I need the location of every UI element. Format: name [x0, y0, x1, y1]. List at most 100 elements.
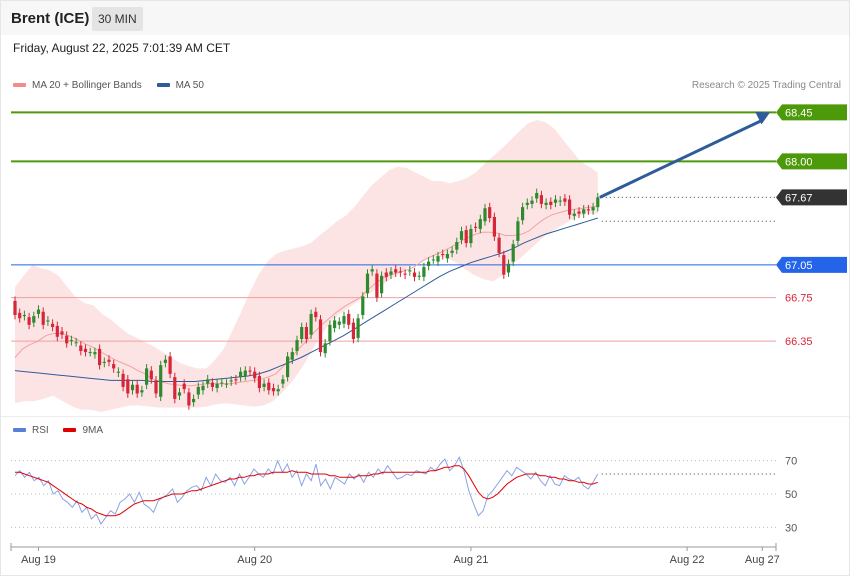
candle-body	[22, 315, 26, 317]
candle-body	[337, 321, 341, 325]
candle-body	[234, 379, 238, 381]
candle-body	[563, 198, 567, 202]
candle	[257, 371, 261, 393]
candle-body	[69, 340, 73, 342]
candle-body	[192, 398, 196, 403]
level-label-0: 68.45	[785, 107, 813, 119]
candle-body	[74, 342, 78, 344]
candle	[220, 378, 224, 387]
candle	[398, 267, 402, 277]
candle-body	[98, 348, 102, 366]
candle	[215, 379, 219, 393]
candle-body	[318, 319, 323, 353]
candle	[361, 292, 365, 320]
candle-body	[159, 365, 163, 397]
candle	[577, 207, 581, 219]
candle-body	[173, 377, 177, 399]
candle-body	[342, 316, 346, 324]
candle	[408, 265, 412, 276]
candle-body	[464, 230, 468, 244]
bollinger-band	[15, 120, 598, 412]
credit-text: Research © 2025 Trading Central	[691, 80, 841, 91]
legend-swatch-ma20	[13, 83, 26, 88]
candle-body	[469, 228, 473, 244]
level-label-3: 67.05	[785, 260, 813, 272]
candle-body	[572, 213, 576, 216]
candle-body	[525, 202, 529, 205]
candle	[365, 269, 370, 298]
legend-item-ma50: MA 50	[156, 80, 204, 91]
candle-body	[474, 226, 478, 228]
candle-body	[323, 343, 327, 354]
candle-body	[13, 300, 17, 316]
candle	[328, 320, 332, 346]
candle	[403, 269, 407, 280]
candle-body	[591, 207, 595, 211]
x-tick-label-1: Aug 20	[237, 554, 272, 566]
candle	[13, 296, 17, 320]
candle	[450, 246, 454, 258]
candle	[83, 344, 88, 357]
candle-body	[582, 209, 586, 214]
level-tag-0: 68.45	[776, 104, 847, 121]
level-label-4: 66.75	[785, 293, 813, 305]
candle	[32, 311, 36, 328]
candle	[206, 374, 210, 389]
candle-body	[187, 392, 191, 406]
candle-body	[380, 275, 384, 294]
candle	[286, 352, 290, 382]
candle-body	[88, 352, 92, 354]
candle	[427, 257, 431, 271]
candle-body	[497, 237, 501, 253]
candle	[525, 198, 529, 210]
candle-body	[18, 312, 22, 319]
candle-body	[365, 273, 370, 294]
candle	[46, 316, 50, 326]
candle-body	[140, 390, 144, 393]
candle-body	[267, 382, 271, 391]
candle	[281, 374, 285, 389]
level-label-2: 67.67	[785, 192, 813, 204]
forecast-arrow-head	[755, 111, 770, 125]
candle-body	[149, 370, 153, 380]
candle	[36, 305, 41, 319]
candle-body	[492, 216, 496, 237]
candle-body	[46, 320, 50, 322]
candle-body	[304, 327, 308, 339]
candle-body	[455, 242, 459, 250]
candle	[69, 335, 73, 346]
candle-body	[530, 200, 534, 204]
candle	[102, 357, 106, 368]
candle-body	[83, 348, 88, 353]
candle-body	[403, 273, 407, 275]
candle	[549, 197, 553, 210]
candle-body	[295, 340, 299, 351]
candle	[530, 196, 534, 209]
candle-body	[220, 382, 224, 384]
candle-body	[549, 201, 553, 205]
candle	[323, 338, 327, 358]
candle-body	[445, 254, 449, 259]
candle-body	[65, 335, 69, 344]
candle	[300, 322, 304, 344]
candle-body	[389, 271, 393, 275]
candle-body	[483, 208, 487, 222]
candle-body	[436, 256, 440, 262]
candle-body	[201, 385, 205, 391]
candle-body	[427, 261, 431, 266]
interval-badge[interactable]: 30 MIN	[92, 7, 143, 31]
candle	[41, 307, 45, 330]
candle	[502, 250, 506, 280]
candle	[488, 202, 492, 223]
candle-body	[300, 327, 304, 339]
candle-body	[351, 322, 355, 339]
candle-body	[253, 371, 257, 379]
candle	[464, 225, 468, 248]
level-label-1: 68.00	[785, 156, 813, 168]
candle	[511, 239, 515, 266]
candle	[521, 202, 525, 225]
candle-body	[102, 361, 106, 363]
candle	[492, 212, 496, 241]
candle	[539, 190, 543, 209]
candle	[192, 394, 196, 407]
